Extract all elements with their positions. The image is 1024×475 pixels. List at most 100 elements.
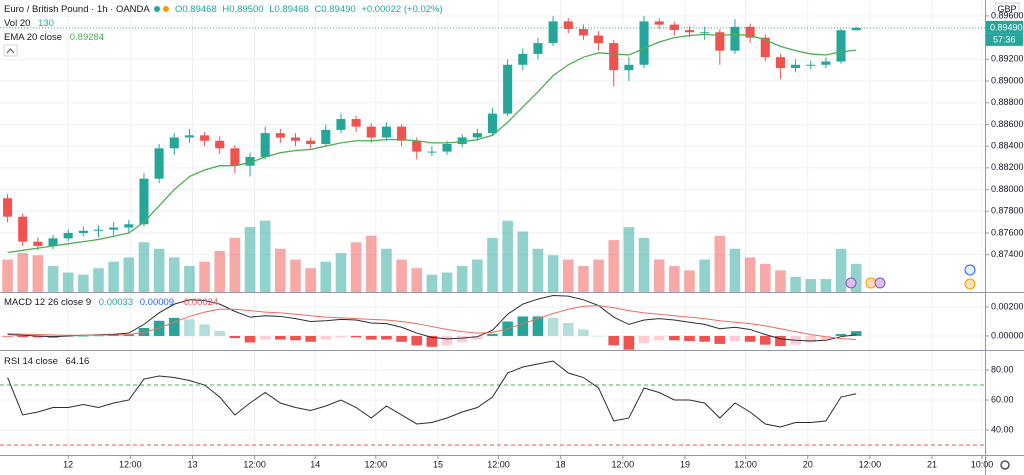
y-tick-label: 80.00 — [991, 364, 1014, 374]
status-dot — [154, 6, 160, 12]
volume-bar — [411, 268, 423, 292]
volume-bar — [335, 253, 347, 292]
macd-line-value: 0.00009 — [140, 297, 174, 308]
symbol-legend: Euro / British Pound · 1h · OANDA — [4, 4, 150, 15]
volume-bar — [502, 220, 513, 292]
y-tick-label: 0.89000 — [991, 75, 1024, 85]
x-tick-label: 12:00 — [365, 459, 388, 469]
candle-body — [184, 135, 194, 138]
event-marker[interactable] — [964, 264, 976, 276]
ohlc-high: H0.89500 — [222, 4, 263, 15]
macd-histogram-bar — [638, 335, 650, 344]
x-tick-label: 12:00 — [859, 459, 882, 469]
volume-bar — [547, 255, 559, 292]
volume-bar — [214, 250, 226, 292]
macd-histogram-bar — [699, 335, 710, 342]
candle-body — [3, 198, 13, 217]
volume-bar — [775, 270, 786, 292]
rsi-name: RSI 14 close — [4, 356, 58, 367]
symbol-title: Euro / British Pound · 1h · OANDA — [4, 4, 150, 15]
macd-histogram-bar — [744, 335, 756, 342]
event-marker[interactable] — [874, 277, 886, 289]
y-tick-label: 0.00200 — [991, 301, 1024, 311]
macd-histogram-bar — [426, 335, 438, 347]
y-tick-label: 0.89600 — [991, 10, 1024, 20]
x-tick-label: 12 — [63, 459, 73, 469]
candle-body — [275, 133, 285, 138]
settings-icon[interactable] — [1000, 460, 1010, 470]
candle-body — [124, 224, 134, 228]
collapse-icon — [6, 48, 15, 54]
macd-histogram-bar — [396, 335, 407, 342]
volume-bar — [714, 235, 726, 292]
macd-histogram-bar — [441, 335, 453, 346]
volume-bar — [350, 242, 362, 292]
volume-bar — [305, 268, 316, 292]
volume-bar — [578, 266, 589, 292]
macd-histogram-bar — [456, 335, 468, 343]
candle-body — [775, 57, 785, 69]
volume-bar — [108, 261, 119, 292]
macd-histogram-bar — [608, 335, 620, 346]
volume-bar — [820, 279, 832, 292]
candle-body — [791, 64, 801, 69]
volume-bar — [229, 237, 241, 292]
last-price-label: 0.89490 — [990, 22, 1023, 32]
macd-legend: MACD 12 26 close 9 0.00033 0.00009 -0.00… — [4, 297, 218, 308]
macd-histogram-bar — [78, 335, 89, 337]
volume-bar — [62, 272, 74, 292]
volume-bar — [562, 259, 574, 292]
volume-bar — [472, 259, 483, 292]
status-dot — [163, 6, 169, 12]
event-marker[interactable] — [964, 278, 976, 290]
candle-body — [336, 119, 346, 130]
ema-name: EMA 20 close — [4, 32, 62, 43]
macd-histogram-bar — [290, 335, 301, 341]
macd-histogram-bar — [229, 335, 241, 339]
candle-body — [760, 37, 770, 58]
candle-body — [609, 43, 619, 71]
currency-box[interactable] — [994, 2, 1020, 16]
volume-bar — [426, 274, 438, 292]
x-tick-label: 18 — [556, 459, 566, 469]
volume-bar — [699, 259, 710, 292]
volume-bar — [517, 231, 529, 292]
volume-bar — [790, 276, 801, 292]
volume-bar — [2, 259, 13, 292]
candle-body — [715, 32, 725, 51]
volume-bar — [17, 253, 29, 292]
macd-histogram-bar — [775, 335, 786, 347]
macd-histogram-bar — [365, 335, 377, 340]
macd-histogram-bar — [32, 335, 44, 338]
macd-histogram-bar — [669, 335, 680, 341]
volume-bar — [78, 274, 89, 292]
x-tick-label: 15 — [433, 459, 443, 469]
macd-histogram-bar — [214, 330, 226, 336]
volume-bar — [290, 259, 301, 292]
volume-bar — [593, 259, 604, 292]
macd-histogram-bar — [547, 317, 559, 336]
macd-histogram-bar — [259, 335, 271, 340]
volume-bar — [184, 266, 195, 292]
volume-bar — [47, 266, 59, 292]
macd-histogram-bar — [2, 335, 13, 337]
macd-histogram-bar — [184, 319, 195, 336]
x-tick-label: 21 — [927, 459, 937, 469]
candle-body — [836, 30, 846, 62]
collapse-button[interactable] — [3, 44, 18, 57]
x-tick-label: 14 — [310, 459, 320, 469]
volume-value: 130 — [38, 18, 54, 29]
ema-value: 0.89284 — [70, 32, 104, 43]
macd-histogram-bar — [123, 334, 135, 336]
candle-body — [93, 229, 104, 231]
candle-body — [503, 64, 513, 114]
macd-histogram-value: 0.00033 — [99, 297, 133, 308]
macd-histogram-bar — [199, 324, 210, 336]
y-tick-label: 0.87400 — [991, 249, 1024, 259]
y-tick-label: 0.89200 — [991, 54, 1024, 64]
marks-layer — [0, 15, 985, 446]
event-marker[interactable] — [845, 277, 857, 289]
candle-body — [215, 140, 225, 149]
macd-signal-value: -0.00024 — [181, 297, 219, 308]
macd-histogram-bar — [93, 335, 104, 337]
